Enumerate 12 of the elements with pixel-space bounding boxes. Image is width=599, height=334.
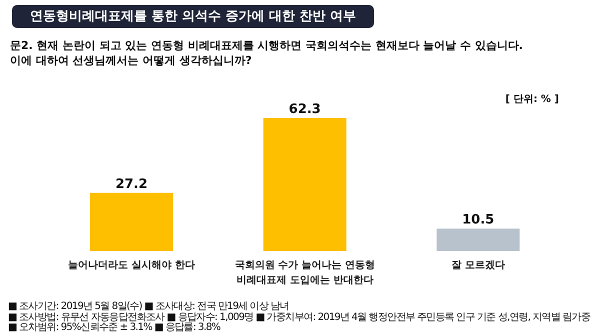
x-tick-label: 잘 모르겠다 — [452, 260, 506, 272]
text: ■ 오차범위: 95%신뢰수준 ± 3.1% ■ 응답률: 3.8% — [8, 322, 222, 334]
data-label: 27.2 — [115, 176, 148, 192]
text: ■ 조사방법: 유무선 자동응답전화조사 ■ 응답자수: 1,009명 ■ 가중치부여: 2019년 4월 행정안전부 주민등록 인구 기준 성,연령, 지역별 림가중 — [8, 312, 590, 322]
data-label: 62.3 — [288, 102, 321, 117]
text: ■ 조사기간: 2019년 5월 8일(수) ■ 조사대상: 전국 만19세 이상 남녀 — [8, 301, 290, 312]
x-tick-label: 국회의원 수가 늘어나는 연동형 비례대표제 도입에는 반대한다 — [234, 260, 376, 286]
chart-title: 연동형비례대표제를 통한 의석수 증가에 대한 찬반 여부 — [12, 5, 374, 28]
x-tick-label: 늘어나더라도 실시해야 한다 — [68, 260, 196, 272]
text: [ 단위: % ] — [505, 93, 559, 106]
data-label: 10.5 — [462, 212, 494, 228]
chart-subtitle: 문2. 현재 논란이 되고 있는 연동형 비례대표제를 시행하면 국회의석수는 현재보다 늘어날 수 있습니다. 이에 대하여 선생님께서는 어떻게 생각하십니까? — [10, 38, 524, 68]
